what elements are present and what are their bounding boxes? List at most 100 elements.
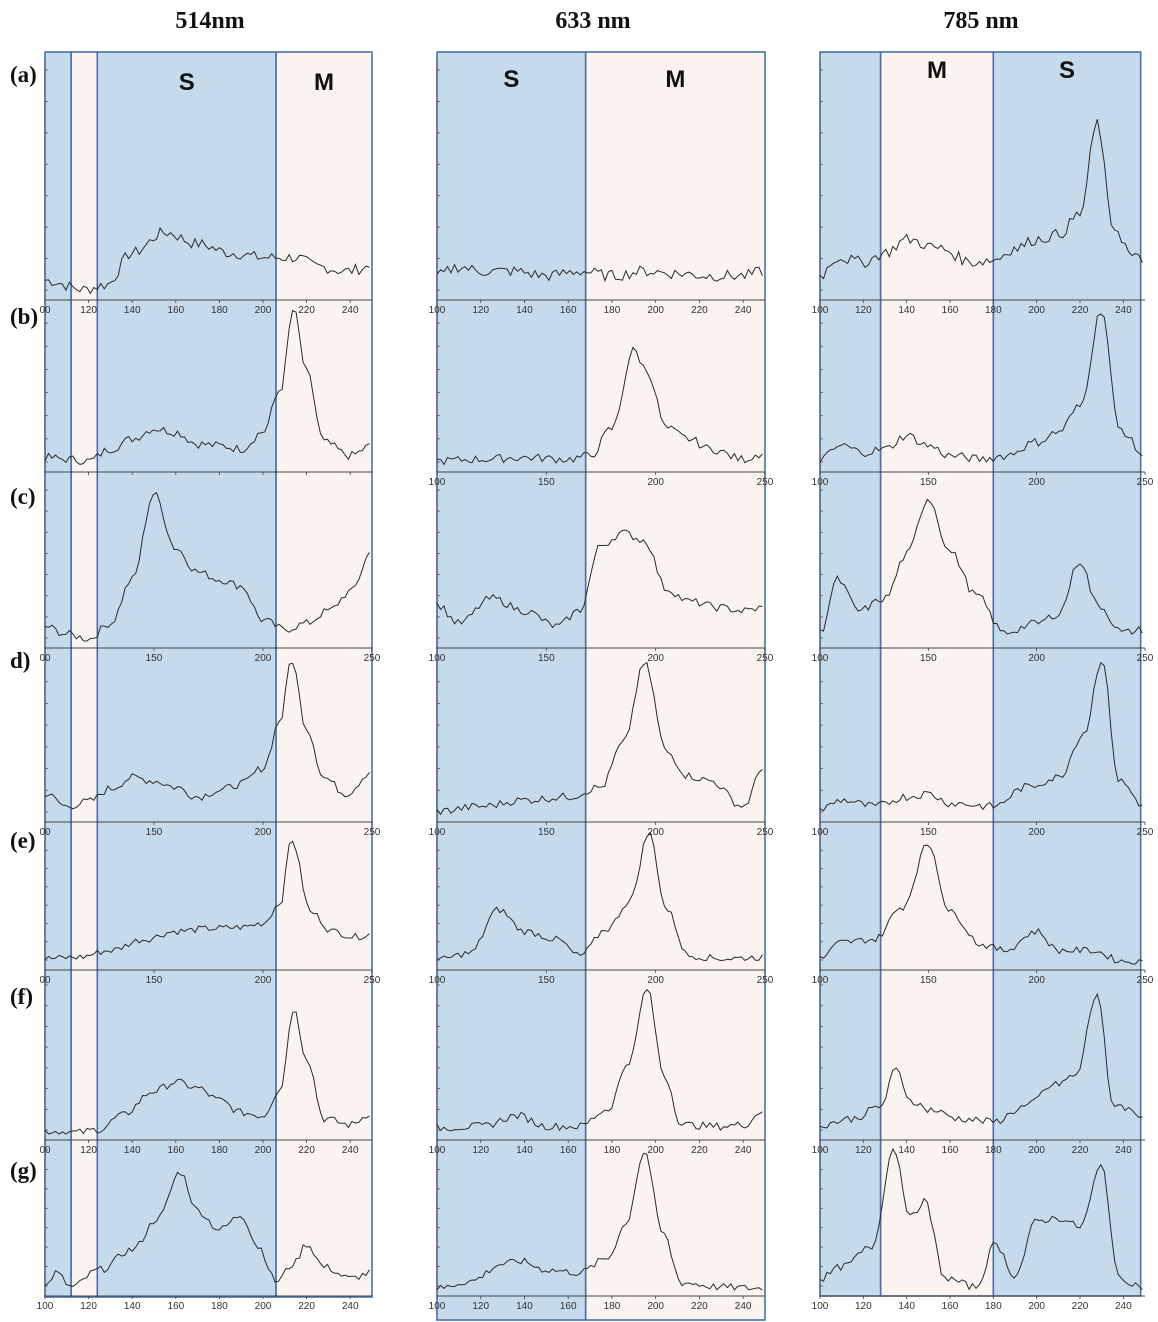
spectrum-line-1-5	[436, 988, 763, 1132]
tick-label-140: 140	[898, 305, 915, 316]
spectrum-line-2-0	[819, 119, 1143, 280]
tick-label-240: 240	[342, 305, 359, 316]
tick-label-150: 150	[920, 975, 937, 986]
tick-label-200: 200	[647, 653, 664, 664]
tick-label-200: 200	[255, 653, 272, 664]
tick-label-140: 140	[516, 305, 533, 316]
zone-s-1-0	[436, 51, 587, 1321]
spectrum-line-0-4	[44, 840, 370, 961]
tick-label-120: 120	[855, 1301, 872, 1312]
tick-label-160: 160	[167, 305, 184, 316]
tick-label-120: 120	[472, 1301, 489, 1312]
zone-m-1-1	[584, 51, 766, 1321]
tick-label-250: 250	[364, 653, 381, 664]
tick-label-250: 250	[364, 975, 381, 986]
tick-label-250: 250	[1137, 975, 1154, 986]
zone-label-s: S	[179, 69, 195, 96]
tick-label-150: 150	[920, 653, 937, 664]
tick-label-200: 200	[647, 827, 664, 838]
tick-label-200: 200	[647, 975, 664, 986]
tick-label-250: 250	[364, 827, 381, 838]
tick-label-240: 240	[342, 1145, 359, 1156]
tick-label-200: 200	[255, 305, 272, 316]
tick-label-120: 120	[855, 305, 872, 316]
tick-label-220: 220	[1072, 305, 1089, 316]
tick-label-220: 220	[691, 1301, 708, 1312]
tick-label-140: 140	[898, 1145, 915, 1156]
tick-label-120: 120	[80, 305, 97, 316]
zone-label-m: M	[665, 66, 685, 93]
row-label-a: (a)	[10, 62, 37, 87]
tick-label-140: 140	[124, 305, 141, 316]
tick-label-220: 220	[691, 1145, 708, 1156]
tick-label-100: 100	[429, 1301, 446, 1312]
tick-label-240: 240	[342, 1301, 359, 1312]
tick-label-180: 180	[211, 1301, 228, 1312]
spectrum-line-2-2	[819, 498, 1143, 636]
tick-label-160: 160	[560, 1145, 577, 1156]
tick-label-140: 140	[124, 1145, 141, 1156]
tick-label-160: 160	[167, 1301, 184, 1312]
zone-s-0-2	[96, 51, 277, 1298]
tick-label-180: 180	[985, 1145, 1002, 1156]
tick-label-250: 250	[757, 653, 774, 664]
tick-label-200: 200	[647, 1145, 664, 1156]
tick-label-140: 140	[516, 1301, 533, 1312]
tick-label-250: 250	[1137, 477, 1154, 488]
zone-label-m: M	[314, 69, 334, 96]
tick-label-180: 180	[604, 305, 621, 316]
column-title-633: 633 nm	[555, 8, 631, 34]
spectrum-line-0-5	[44, 1011, 370, 1135]
tick-label-200: 200	[1028, 1145, 1045, 1156]
zone-s-2-2	[992, 51, 1142, 1297]
row-label-f: (f)	[10, 984, 33, 1009]
tick-label-220: 220	[298, 1301, 315, 1312]
tick-label-240: 240	[1115, 305, 1132, 316]
spectrum-line-0-0	[44, 226, 370, 295]
tick-label-200: 200	[647, 477, 664, 488]
tick-label-200: 200	[647, 305, 664, 316]
tick-label-220: 220	[298, 1145, 315, 1156]
tick-label-160: 160	[167, 1145, 184, 1156]
zone-label-s: S	[503, 66, 519, 93]
tick-label-120: 120	[855, 1145, 872, 1156]
tick-label-200: 200	[647, 1301, 664, 1312]
spectrum-line-0-1	[44, 309, 370, 465]
tick-label-250: 250	[1137, 653, 1154, 664]
tick-label-100: 100	[37, 1301, 54, 1312]
column-title-785: 785 nm	[943, 8, 1019, 34]
row-label-e: (e)	[10, 828, 36, 853]
zone-s-0-0	[44, 51, 72, 1298]
tick-label-240: 240	[1115, 1145, 1132, 1156]
tick-label-250: 250	[757, 477, 774, 488]
spectrum-line-1-6	[436, 1152, 763, 1291]
tick-label-150: 150	[146, 653, 163, 664]
tick-label-160: 160	[560, 305, 577, 316]
tick-label-240: 240	[1115, 1301, 1132, 1312]
tick-label-140: 140	[124, 1301, 141, 1312]
tick-label-240: 240	[735, 305, 752, 316]
spectrum-line-2-3	[819, 661, 1143, 812]
spectrum-line-1-0	[436, 263, 763, 283]
tick-label-200: 200	[255, 975, 272, 986]
spectrum-line-1-1	[436, 346, 763, 466]
spectrum-line-0-2	[44, 491, 370, 642]
spectrum-line-2-1	[819, 313, 1143, 463]
tick-label-180: 180	[211, 305, 228, 316]
tick-label-180: 180	[604, 1145, 621, 1156]
tick-label-240: 240	[735, 1145, 752, 1156]
spectrum-line-0-6	[44, 1171, 370, 1287]
zone-m-0-1	[70, 51, 99, 1298]
tick-label-250: 250	[757, 827, 774, 838]
tick-label-150: 150	[920, 827, 937, 838]
tick-label-160: 160	[942, 1301, 959, 1312]
tick-label-120: 120	[472, 1145, 489, 1156]
zone-m-0-3	[275, 51, 373, 1298]
spectrum-line-2-6	[819, 1147, 1143, 1291]
tick-label-100: 100	[812, 1301, 829, 1312]
spectrum-line-2-5	[819, 992, 1143, 1129]
tick-label-150: 150	[538, 477, 555, 488]
tick-label-200: 200	[1028, 1301, 1045, 1312]
tick-label-120: 120	[80, 1301, 97, 1312]
